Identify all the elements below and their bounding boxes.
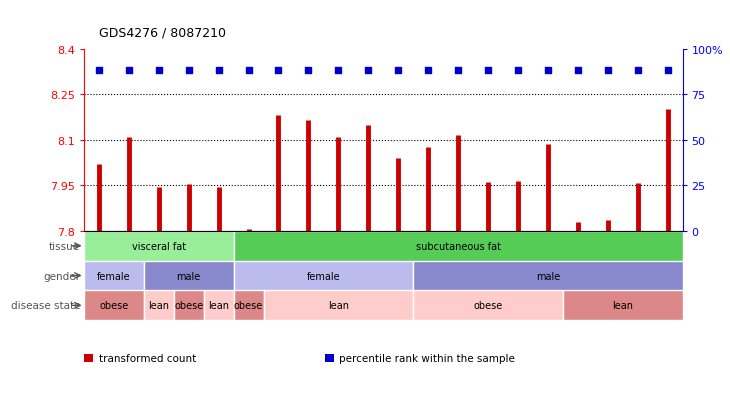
Text: GDS4276 / 8087210: GDS4276 / 8087210	[99, 26, 226, 39]
Text: obese: obese	[174, 301, 204, 311]
Point	[542, 67, 554, 74]
Text: transformed count: transformed count	[99, 353, 196, 363]
Point	[602, 67, 613, 74]
Point	[631, 67, 644, 74]
Point	[422, 67, 434, 74]
Bar	[563, 291, 683, 320]
Point	[483, 67, 494, 74]
Text: visceral fat: visceral fat	[131, 241, 186, 251]
Bar	[234, 231, 683, 261]
Point	[153, 67, 165, 74]
Point	[512, 67, 524, 74]
Point	[213, 67, 225, 74]
Text: obese: obese	[473, 301, 503, 311]
Text: female: female	[307, 271, 340, 281]
Point	[303, 67, 315, 74]
Bar	[413, 291, 563, 320]
Text: lean: lean	[208, 301, 229, 311]
Text: male: male	[177, 271, 201, 281]
Bar	[204, 291, 234, 320]
Text: lean: lean	[148, 301, 169, 311]
Point	[242, 67, 255, 74]
Bar	[144, 291, 174, 320]
Point	[182, 67, 194, 74]
Text: obese: obese	[234, 301, 264, 311]
Point	[572, 67, 584, 74]
Point	[333, 67, 345, 74]
Bar	[144, 261, 234, 291]
Point	[273, 67, 285, 74]
Point	[393, 67, 404, 74]
Text: subcutaneous fat: subcutaneous fat	[415, 241, 501, 251]
Text: gender: gender	[43, 271, 80, 281]
Point	[363, 67, 374, 74]
Text: lean: lean	[612, 301, 633, 311]
Text: disease state: disease state	[11, 301, 80, 311]
Point	[662, 67, 674, 74]
Text: tissue: tissue	[49, 241, 80, 251]
Point	[453, 67, 464, 74]
Bar	[174, 291, 204, 320]
Text: male: male	[536, 271, 560, 281]
Text: percentile rank within the sample: percentile rank within the sample	[339, 353, 515, 363]
Bar	[84, 291, 144, 320]
Bar	[264, 291, 413, 320]
Bar	[413, 261, 683, 291]
Bar	[84, 231, 234, 261]
Text: obese: obese	[99, 301, 128, 311]
Bar	[234, 291, 264, 320]
Point	[123, 67, 134, 74]
Text: female: female	[97, 271, 131, 281]
Bar	[234, 261, 413, 291]
Text: lean: lean	[328, 301, 349, 311]
Bar	[84, 261, 144, 291]
Point	[93, 67, 105, 74]
